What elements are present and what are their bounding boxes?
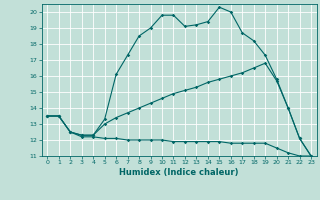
X-axis label: Humidex (Indice chaleur): Humidex (Indice chaleur)	[119, 168, 239, 177]
